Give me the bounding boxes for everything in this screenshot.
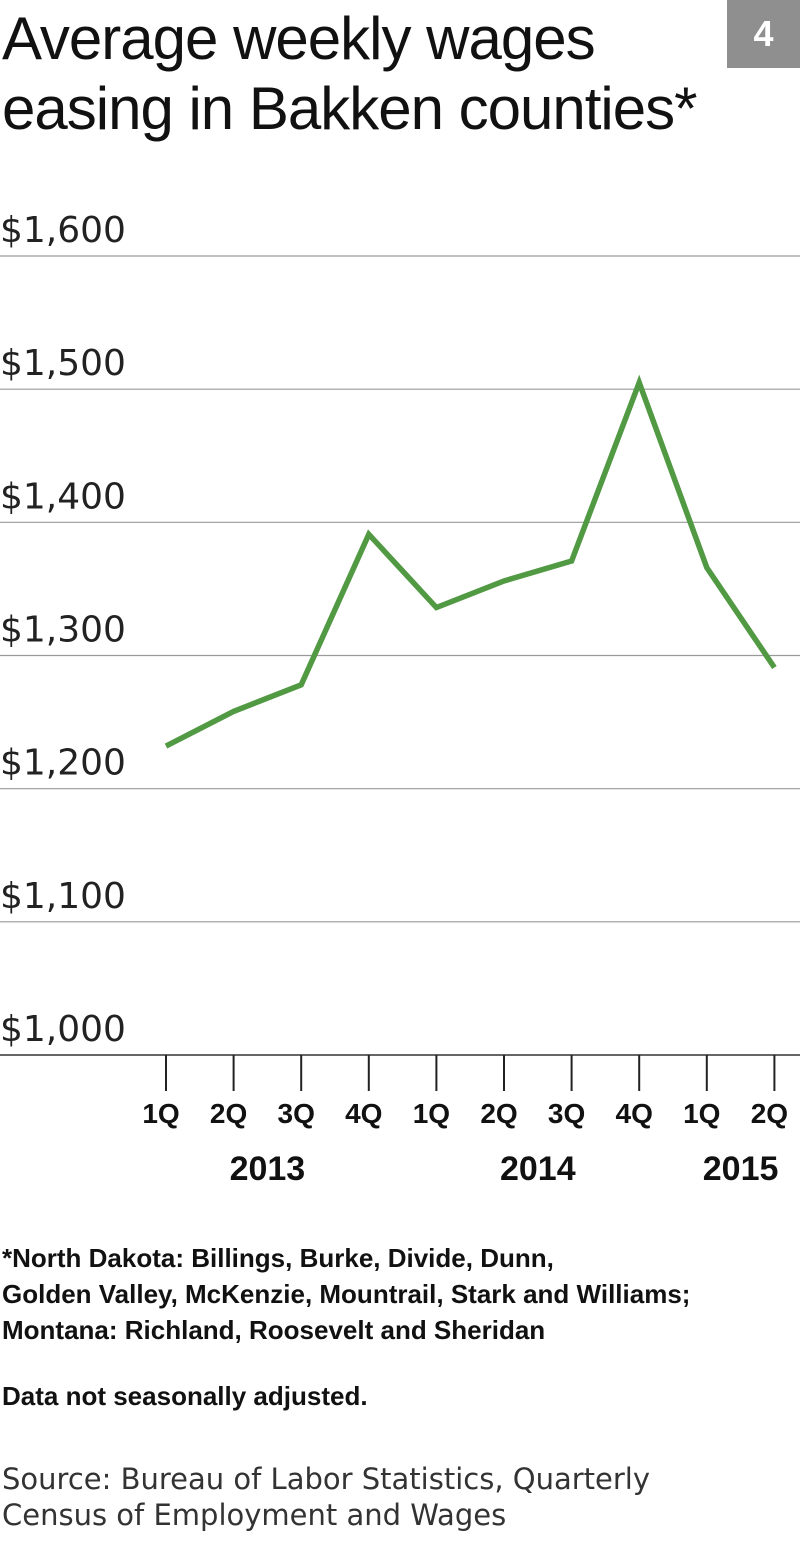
x-tick-label: 1Q	[413, 1098, 450, 1129]
x-tick-label: 2Q	[480, 1098, 517, 1129]
data-point	[298, 682, 304, 688]
chart-title: Average weekly wages easing in Bakken co…	[2, 4, 722, 144]
title-line-1: Average weekly wages	[2, 5, 596, 72]
line-chart: $1,600 $1,500 $1,400 $1,300 $1,200 $1,100 $1,0…	[0, 210, 800, 1188]
data-point	[231, 708, 237, 714]
footnote-line-2: Golden Valley, McKenzie, Mountrail, Star…	[2, 1279, 691, 1309]
data-point	[366, 531, 372, 537]
year-label: 2014	[500, 1150, 576, 1188]
source-line-2: Census of Employment and Wages	[2, 1498, 507, 1532]
data-point	[704, 565, 710, 571]
x-tick-label: 2Q	[751, 1098, 788, 1129]
footnote-line-1: *North Dakota: Billings, Burke, Divide, …	[2, 1243, 554, 1273]
data-point	[569, 558, 575, 564]
data-point	[501, 578, 507, 584]
x-tick-label: 3Q	[278, 1098, 315, 1129]
y-tick-label: $1,000	[0, 1009, 126, 1050]
footnote-line-3: Montana: Richland, Roosevelt and Sherida…	[2, 1315, 546, 1345]
year-label: 2015	[703, 1150, 779, 1188]
x-tick-label: 4Q	[345, 1098, 382, 1129]
x-tick-label: 2Q	[210, 1098, 247, 1129]
adjustment-note: Data not seasonally adjusted.	[2, 1381, 368, 1411]
x-tick-label: 3Q	[548, 1098, 585, 1129]
source-line-1: Source: Bureau of Labor Statistics, Quar…	[2, 1462, 651, 1496]
year-label: 2013	[230, 1150, 306, 1188]
source-note: Source: Bureau of Labor Statistics, Quar…	[2, 1461, 792, 1533]
x-tick-label: 1Q	[142, 1098, 179, 1129]
data-point	[636, 380, 642, 386]
x-tick-label: 1Q	[683, 1098, 720, 1129]
y-tick-label: $1,100	[0, 876, 126, 917]
data-point	[433, 605, 439, 611]
wages-line	[164, 374, 777, 749]
x-tick-label: 4Q	[616, 1098, 653, 1129]
chart-number-badge: 4	[727, 0, 800, 68]
y-tick-label: $1,500	[0, 343, 126, 384]
title-line-2: easing in Bakken counties*	[2, 75, 697, 142]
y-tick-label: $1,400	[0, 476, 126, 517]
data-point	[771, 664, 777, 670]
data-point	[163, 743, 169, 749]
y-tick-label: $1,600	[0, 210, 126, 251]
footnote: *North Dakota: Billings, Burke, Divide, …	[2, 1240, 798, 1348]
y-tick-label: $1,300	[0, 610, 126, 651]
y-tick-label: $1,200	[0, 743, 126, 784]
